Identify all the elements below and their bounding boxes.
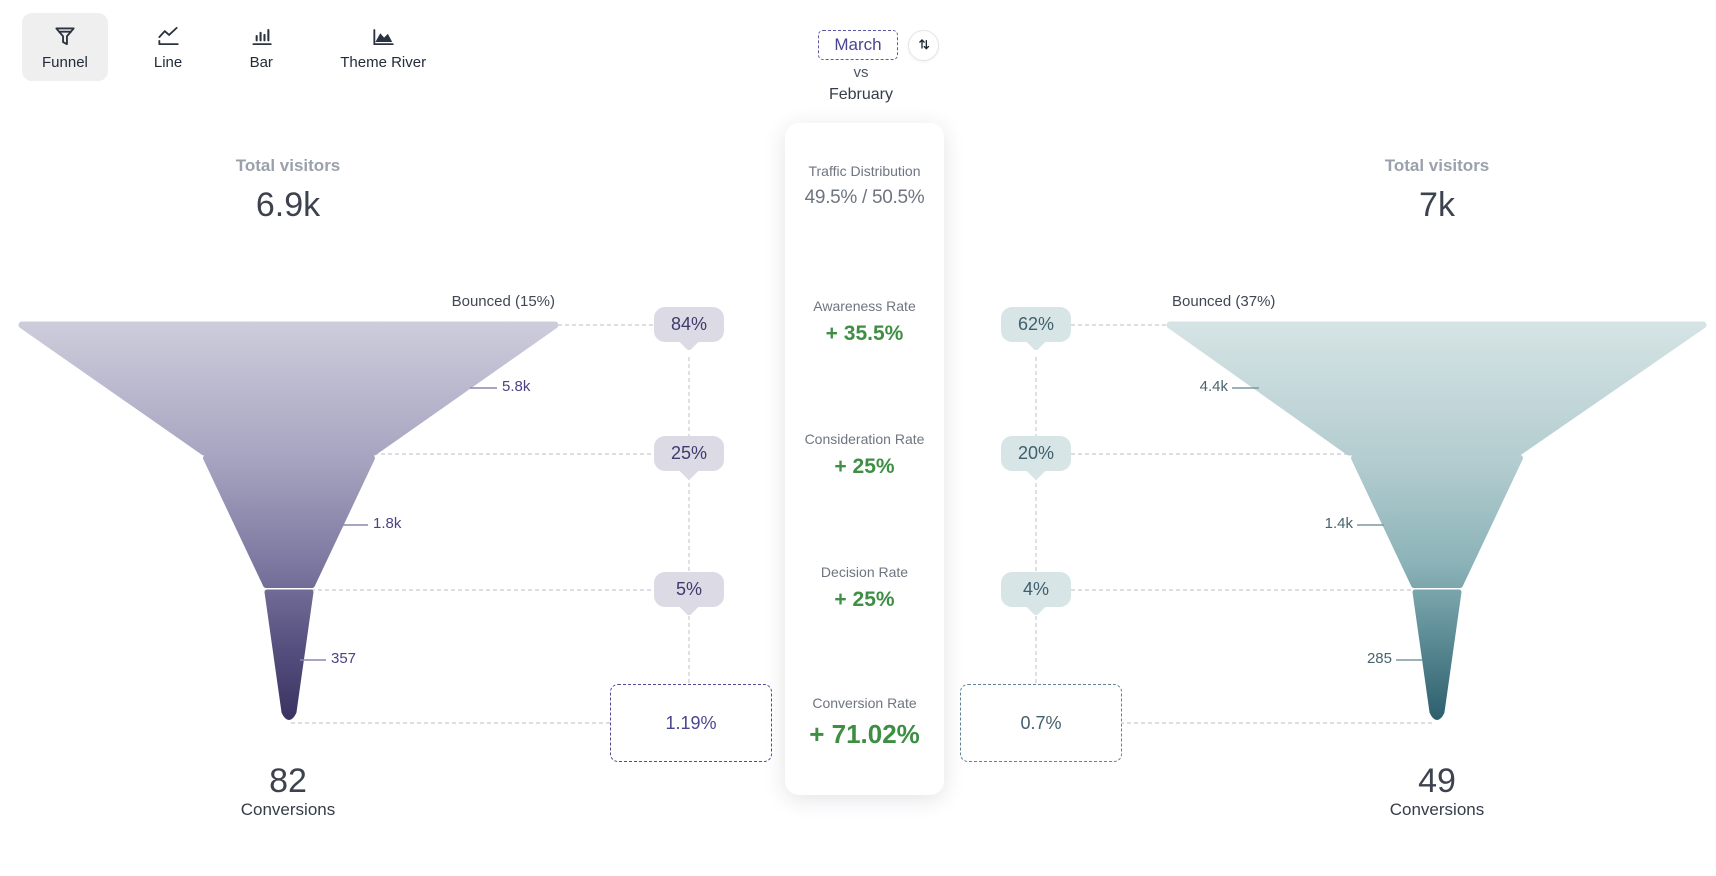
rate-badge: 62% [1001, 307, 1071, 342]
swap-months-button[interactable] [908, 30, 939, 61]
vs-label: vs [853, 64, 869, 81]
funnel-segment-consideration[interactable] [1351, 455, 1523, 588]
stage-value: 5.8k [502, 378, 531, 395]
funnel-segment-decision[interactable] [264, 589, 314, 720]
tab-label: Line [153, 54, 183, 71]
tab-label: Funnel [42, 54, 88, 71]
conversion-rate-box: 0.7% [960, 684, 1122, 762]
comparison-metrics-panel: Traffic Distribution 49.5% / 50.5% Aware… [785, 123, 944, 795]
conversions-value: 49 [1418, 762, 1456, 800]
theme-river-icon [370, 23, 396, 49]
chart-type-tabs: Funnel Line Bar [22, 13, 446, 81]
metric-conversion-rate: Conversion Rate + 71.02% [809, 695, 920, 749]
stage-value: 1.4k [1324, 515, 1353, 532]
total-visitors-label: Total visitors [1384, 156, 1490, 175]
funnel-segment-visitors[interactable] [18, 321, 559, 456]
conversions-label: Conversions [1389, 800, 1485, 819]
funnel-segment-visitors[interactable] [1166, 321, 1707, 456]
dashed-guide-lines [291, 324, 1435, 724]
rate-badge: 25% [654, 436, 724, 471]
bounced-label: Bounced (37%) [1172, 293, 1276, 310]
tab-label: Theme River [340, 54, 427, 71]
tab-theme-river[interactable]: Theme River [320, 13, 446, 81]
february-funnel-shape [1166, 321, 1707, 720]
compared-month-label: February [828, 86, 894, 103]
metric-consideration-rate: Consideration Rate + 25% [804, 431, 925, 478]
metric-traffic-distribution: Traffic Distribution 49.5% / 50.5% [804, 163, 925, 208]
funnel-segment-consideration[interactable] [203, 455, 375, 588]
left-label-connectors [300, 387, 497, 661]
funnel-segment-decision[interactable] [1412, 589, 1462, 720]
swap-vertical-icon [916, 36, 932, 55]
total-visitors-label: Total visitors [235, 156, 341, 175]
march-funnel-shape [18, 321, 559, 720]
rate-badge: 20% [1001, 436, 1071, 471]
tab-label: Bar [249, 54, 273, 71]
stage-value: 285 [1366, 650, 1392, 667]
line-chart-icon [155, 23, 181, 49]
total-visitors-value: 7k [1419, 186, 1455, 224]
stage-value: 4.4k [1199, 378, 1228, 395]
bar-chart-icon [248, 23, 274, 49]
right-label-connectors [1232, 387, 1422, 661]
tab-bar[interactable]: Bar [228, 13, 294, 81]
conversion-rate-box: 1.19% [610, 684, 772, 762]
stage-value: 357 [331, 650, 357, 667]
tab-line[interactable]: Line [134, 13, 202, 81]
stage-value: 1.8k [373, 515, 402, 532]
rate-badge: 84% [654, 307, 724, 342]
conversions-value: 82 [269, 762, 307, 800]
bounced-label: Bounced (15%) [451, 293, 555, 310]
funnel-icon [52, 23, 78, 49]
rate-badge: 4% [1001, 572, 1071, 607]
month-select-dropdown[interactable]: March [818, 30, 898, 60]
metric-decision-rate: Decision Rate + 25% [820, 564, 909, 611]
total-visitors-value: 6.9k [255, 186, 321, 224]
tab-funnel[interactable]: Funnel [22, 13, 108, 81]
conversions-label: Conversions [240, 800, 336, 819]
metric-awareness-rate: Awareness Rate + 35.5% [813, 298, 916, 345]
rate-badge: 5% [654, 572, 724, 607]
